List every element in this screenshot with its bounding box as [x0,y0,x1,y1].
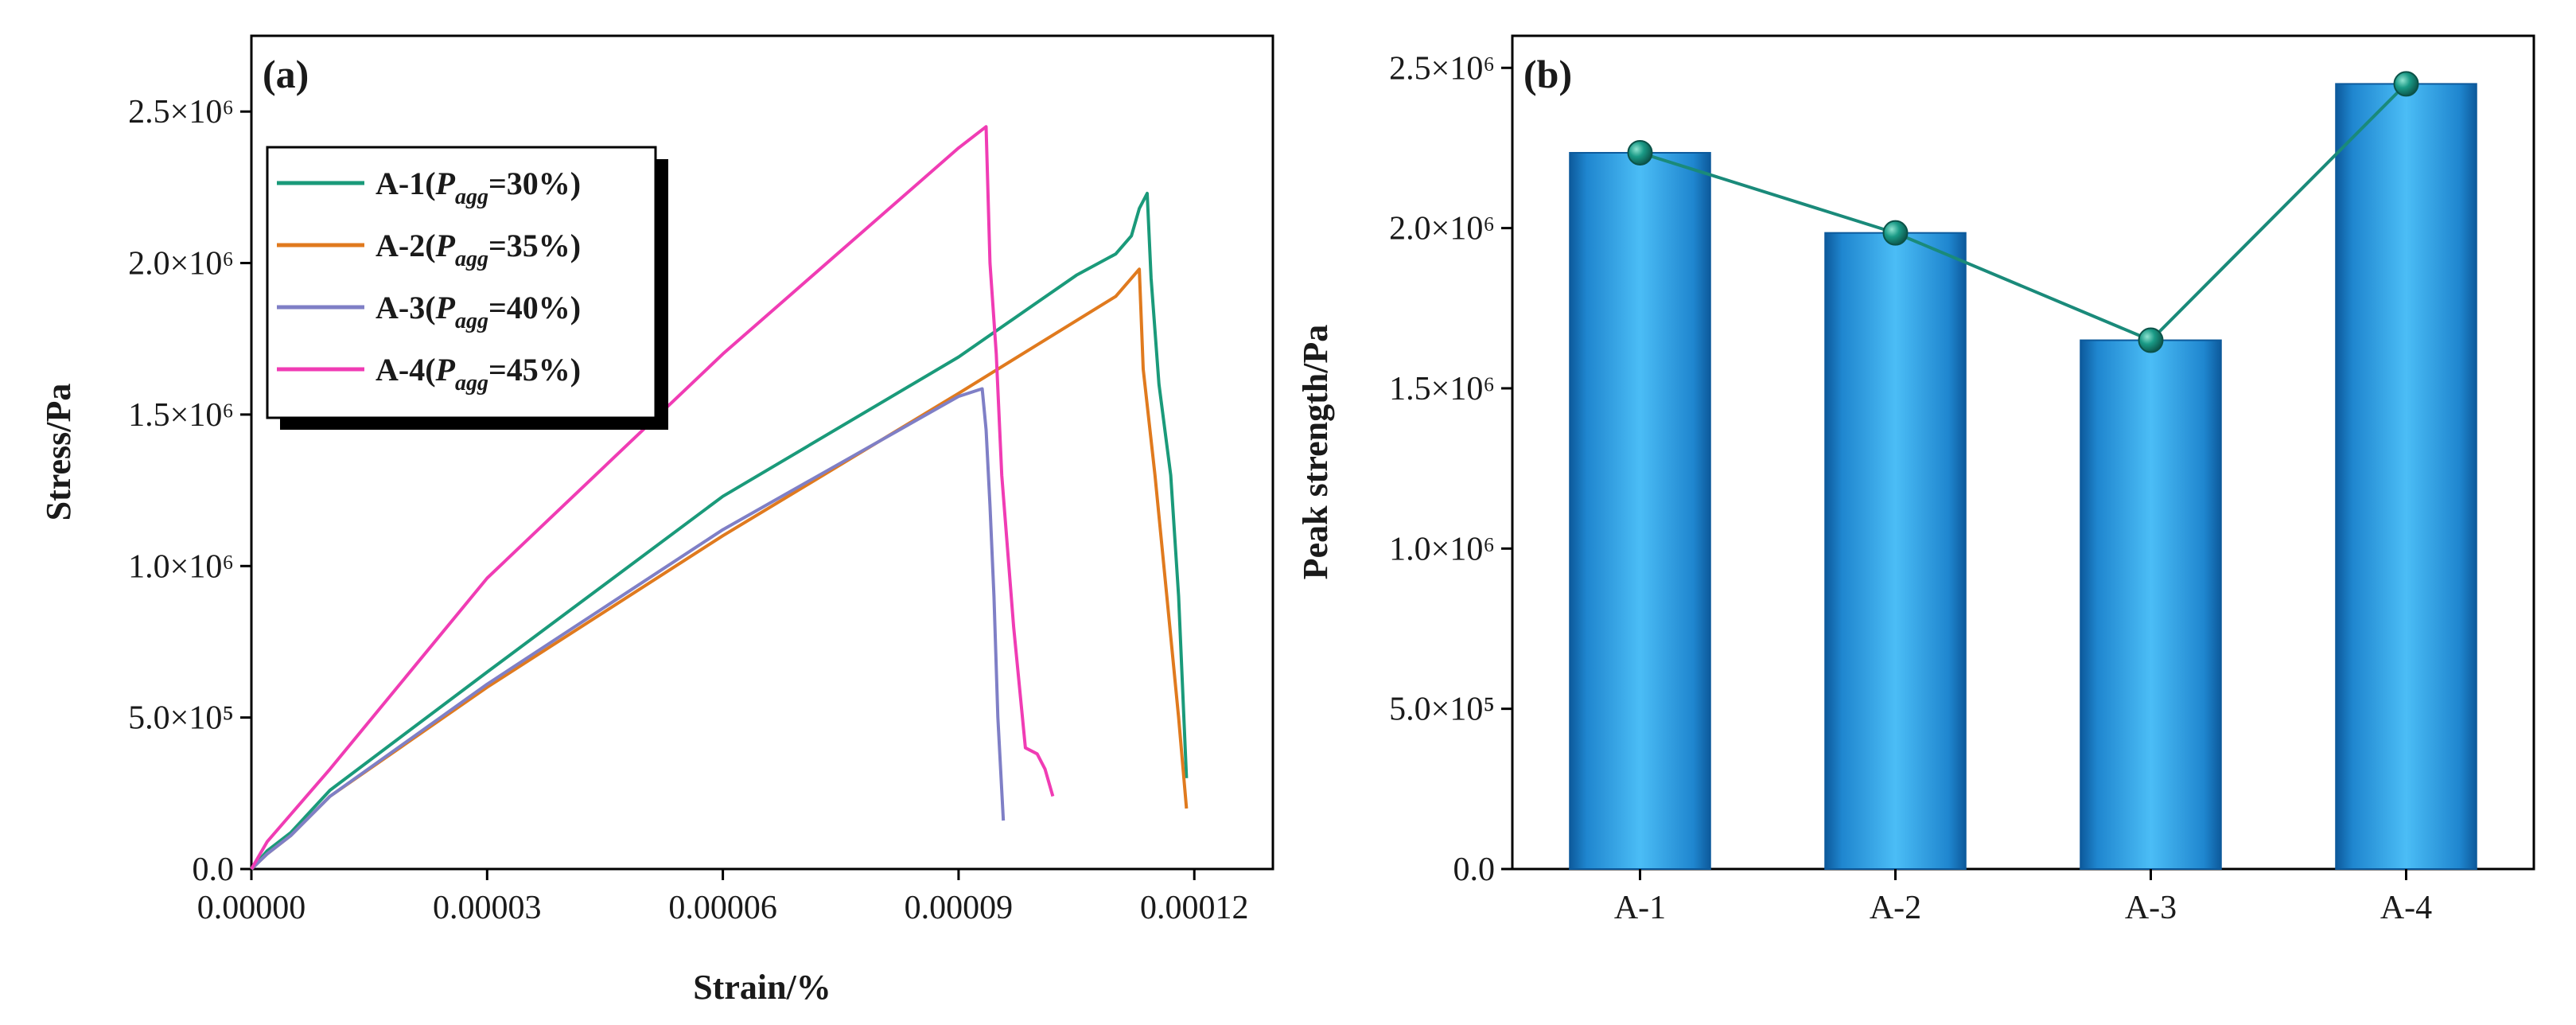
trend-line [1639,82,2407,342]
x-tick-label: A-4 [2380,890,2432,926]
legend-label: A-4(Pagg=45%) [376,352,581,396]
panel-label-b: (b) [1523,52,1572,96]
y-tick-label: 2.5×10⁶ [1389,50,1495,87]
legend-entry: A-3(Pagg=40%) [277,290,581,333]
y-tick-label: 5.0×10⁵ [1389,692,1495,728]
x-axis-title-a: Strain/% [693,968,831,1007]
peak-strength-panel: 0.0 5.0×10⁵ 1.0×10⁶ 1.5×10⁶ 2.0×10⁶ 2.5×10⁶ A… [1296,34,2535,926]
x-tick-label: A-1 [1614,890,1666,926]
legend-label: A-3(Pagg=40%) [376,290,581,333]
bar-a-3 [2080,339,2222,870]
legend-entry: A-1(Pagg=30%) [277,166,581,209]
y-tick-label: 1.5×10⁶ [1389,371,1495,407]
series-line-a-1 [250,192,1189,871]
marker-a-4 [2393,71,2419,97]
marker-a-2 [1882,220,1909,246]
legend-label: A-2(Pagg=35%) [376,228,581,271]
x-tick-label: A-2 [1870,890,1921,926]
marker-a-1 [1627,139,1653,166]
bar-a-1 [1569,151,1711,871]
y-tick-label: 5.0×10⁵ [128,700,234,737]
y-tick-label: 0.0 [193,852,235,888]
y-tick-label: 2.0×10⁶ [1389,211,1495,247]
y-axis-title-b: Peak strength/Pa [1296,325,1335,580]
bar-a-4 [2335,83,2477,870]
series-line-a-3 [250,387,1006,871]
y-tick-label: 1.5×10⁶ [128,397,234,434]
x-tick-label: 0.00012 [1140,890,1249,926]
legend-entry: A-2(Pagg=35%) [277,228,581,271]
x-tick-label: 0.00006 [668,890,777,926]
marker-a-3 [2138,327,2164,353]
x-tick-label: 0.00009 [905,890,1014,926]
legend-entry: A-4(Pagg=45%) [277,352,581,396]
y-tick-label: 1.0×10⁶ [1389,531,1495,567]
y-tick-label: 2.5×10⁶ [128,94,234,131]
y-tick-label: 0.0 [1453,852,1496,888]
x-tick-label: 0.00000 [197,890,306,926]
bar-a-2 [1824,232,1967,870]
x-tick-label: A-3 [2125,890,2177,926]
legend-label: A-1(Pagg=30%) [376,166,581,209]
panel-label-a: (a) [263,52,309,96]
legend-box [266,146,657,419]
stress-strain-panel: 0.0 5.0×10⁵ 1.0×10⁶ 1.5×10⁶ 2.0×10⁶ 2.5×10⁶ 0… [39,34,1274,1007]
legend: A-1(Pagg=30%) A-2(Pagg=35%) A-3(Pagg=40%) A… [266,146,668,430]
y-tick-label: 2.0×10⁶ [128,246,234,283]
series-line-a-4 [250,125,1055,870]
x-tick-label: 0.00003 [433,890,542,926]
y-tick-label: 1.0×10⁶ [128,548,234,585]
y-axis-title-a: Stress/Pa [39,384,78,521]
